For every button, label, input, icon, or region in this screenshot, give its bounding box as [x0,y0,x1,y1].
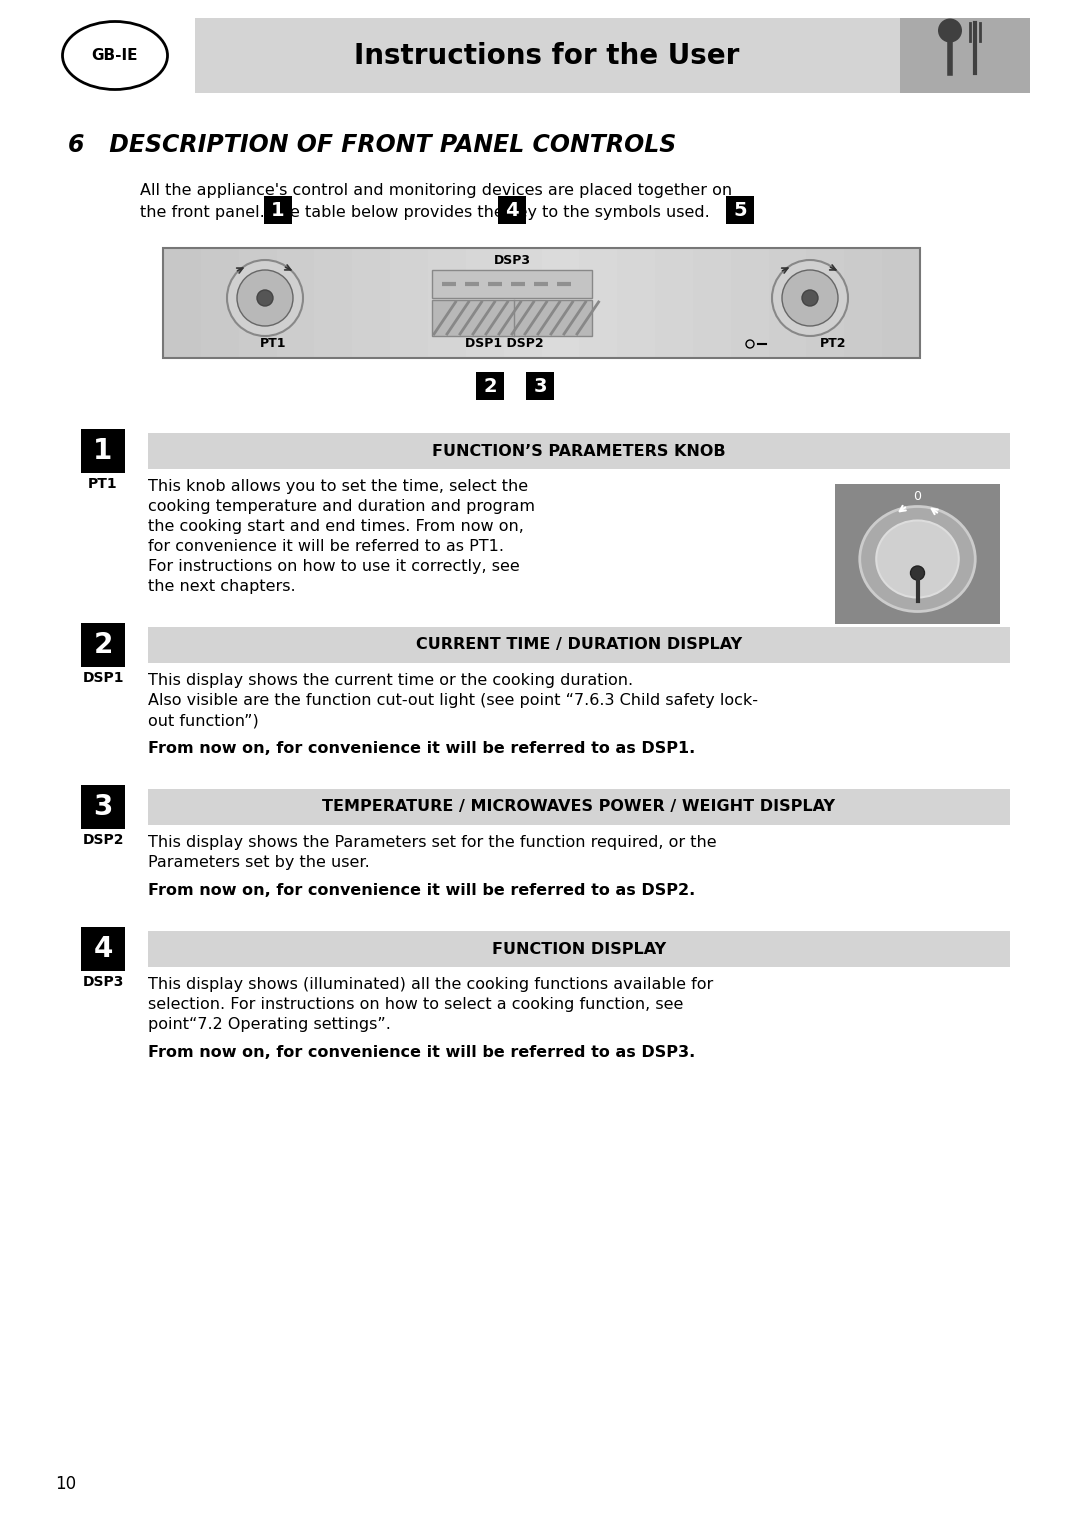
Text: 2: 2 [93,631,112,659]
FancyBboxPatch shape [81,623,125,668]
Text: the front panel. The table below provides the key to the symbols used.: the front panel. The table below provide… [140,205,710,220]
FancyBboxPatch shape [264,196,292,225]
Text: 2: 2 [483,376,497,396]
Circle shape [910,565,924,581]
Circle shape [257,290,273,306]
FancyBboxPatch shape [432,270,592,298]
Text: 1: 1 [271,200,285,220]
FancyBboxPatch shape [390,248,429,358]
FancyBboxPatch shape [352,248,391,358]
FancyBboxPatch shape [314,248,353,358]
FancyBboxPatch shape [81,429,125,474]
Text: 3: 3 [534,376,546,396]
FancyBboxPatch shape [807,248,846,358]
Circle shape [772,260,848,336]
Ellipse shape [63,21,167,90]
FancyBboxPatch shape [148,626,1010,663]
Text: PT1: PT1 [89,477,118,490]
Text: for convenience it will be referred to as PT1.: for convenience it will be referred to a… [148,539,504,555]
FancyBboxPatch shape [498,196,526,225]
Text: Parameters set by the user.: Parameters set by the user. [148,856,369,869]
FancyBboxPatch shape [769,248,808,358]
Text: 1: 1 [93,437,112,465]
Text: DSP3: DSP3 [494,254,530,267]
Text: point“7.2 Operating settings”.: point“7.2 Operating settings”. [148,1018,391,1031]
Text: 6   DESCRIPTION OF FRONT PANEL CONTROLS: 6 DESCRIPTION OF FRONT PANEL CONTROLS [68,133,676,157]
FancyBboxPatch shape [900,18,1030,93]
Text: From now on, for convenience it will be referred to as DSP2.: From now on, for convenience it will be … [148,883,696,898]
Text: the next chapters.: the next chapters. [148,579,296,594]
FancyBboxPatch shape [276,248,315,358]
Circle shape [802,290,818,306]
Text: cooking temperature and duration and program: cooking temperature and duration and pro… [148,500,535,513]
FancyBboxPatch shape [882,248,921,358]
Circle shape [227,260,303,336]
Text: This display shows the Parameters set for the function required, or the: This display shows the Parameters set fo… [148,834,717,850]
Ellipse shape [876,521,959,597]
FancyBboxPatch shape [541,248,580,358]
Text: FUNCTION’S PARAMETERS KNOB: FUNCTION’S PARAMETERS KNOB [432,443,726,458]
Text: TEMPERATURE / MICROWAVES POWER / WEIGHT DISPLAY: TEMPERATURE / MICROWAVES POWER / WEIGHT … [323,799,836,814]
FancyBboxPatch shape [579,248,618,358]
FancyBboxPatch shape [526,371,554,400]
Text: CURRENT TIME / DURATION DISPLAY: CURRENT TIME / DURATION DISPLAY [416,637,742,652]
Text: Instructions for the User: Instructions for the User [354,41,740,69]
Text: From now on, for convenience it will be referred to as DSP3.: From now on, for convenience it will be … [148,1045,696,1060]
FancyBboxPatch shape [428,248,467,358]
FancyBboxPatch shape [432,299,592,336]
Text: DSP1: DSP1 [82,671,124,685]
FancyBboxPatch shape [148,432,1010,469]
FancyBboxPatch shape [465,248,504,358]
Text: FUNCTION DISPLAY: FUNCTION DISPLAY [491,941,666,957]
Text: DSP2: DSP2 [82,833,124,847]
FancyBboxPatch shape [239,248,278,358]
Text: 0: 0 [914,490,921,503]
Text: All the appliance's control and monitoring devices are placed together on: All the appliance's control and monitori… [140,183,732,199]
Text: This knob allows you to set the time, select the: This knob allows you to set the time, se… [148,478,528,494]
Text: 5: 5 [733,200,746,220]
Text: out function”): out function”) [148,714,259,727]
FancyBboxPatch shape [163,248,202,358]
Text: DSP3: DSP3 [82,975,124,989]
Circle shape [939,18,962,43]
Text: For instructions on how to use it correctly, see: For instructions on how to use it correc… [148,559,519,575]
Text: selection. For instructions on how to select a cooking function, see: selection. For instructions on how to se… [148,996,684,1012]
FancyBboxPatch shape [731,248,770,358]
FancyBboxPatch shape [503,248,542,358]
Circle shape [237,270,293,325]
FancyBboxPatch shape [845,248,883,358]
Text: Also visible are the function cut-out light (see point “7.6.3 Child safety lock-: Also visible are the function cut-out li… [148,694,758,707]
Text: PT2: PT2 [820,338,847,350]
Text: 4: 4 [505,200,518,220]
FancyBboxPatch shape [693,248,732,358]
Text: 10: 10 [55,1475,76,1493]
Text: 3: 3 [93,793,112,821]
FancyBboxPatch shape [617,248,656,358]
Text: 4: 4 [93,935,112,963]
Text: From now on, for convenience it will be referred to as DSP1.: From now on, for convenience it will be … [148,741,696,756]
FancyBboxPatch shape [835,484,1000,623]
Text: PT1: PT1 [260,338,286,350]
FancyBboxPatch shape [201,248,240,358]
Text: This display shows (illuminated) all the cooking functions available for: This display shows (illuminated) all the… [148,976,713,992]
FancyBboxPatch shape [195,18,900,93]
Text: This display shows the current time or the cooking duration.: This display shows the current time or t… [148,672,633,688]
FancyBboxPatch shape [656,248,693,358]
Text: DSP1 DSP2: DSP1 DSP2 [464,338,543,350]
FancyBboxPatch shape [148,931,1010,967]
Text: GB-IE: GB-IE [92,47,138,63]
FancyBboxPatch shape [81,785,125,830]
Text: the cooking start and end times. From now on,: the cooking start and end times. From no… [148,520,524,533]
Circle shape [782,270,838,325]
FancyBboxPatch shape [148,788,1010,825]
Ellipse shape [860,506,975,611]
FancyBboxPatch shape [726,196,754,225]
FancyBboxPatch shape [81,927,125,970]
FancyBboxPatch shape [476,371,504,400]
